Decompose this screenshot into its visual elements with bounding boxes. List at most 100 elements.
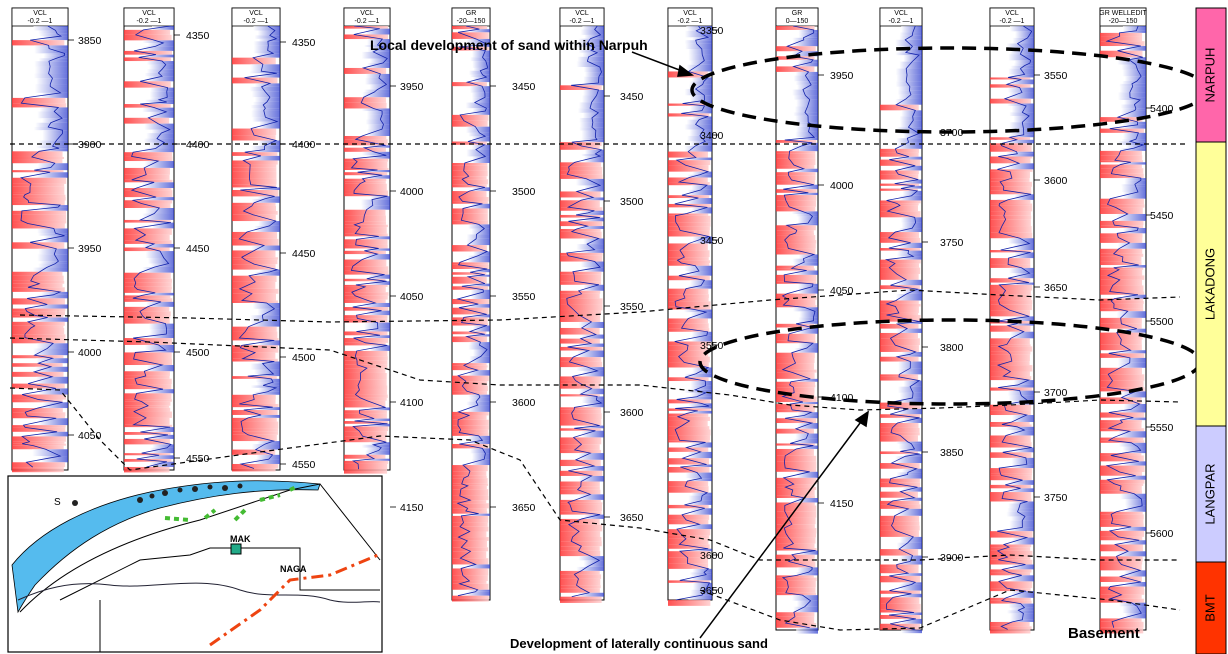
shale-interval bbox=[691, 331, 712, 336]
shale-interval bbox=[902, 190, 922, 196]
well-log-track: VCL-0.2 —1 4350 4400 4450 4500 4550 bbox=[231, 7, 316, 472]
shale-interval bbox=[582, 370, 604, 377]
inset-map: S MAK NAGA bbox=[7, 475, 383, 653]
shale-interval bbox=[250, 320, 280, 327]
shale-interval bbox=[686, 64, 712, 72]
sand-interval bbox=[880, 205, 919, 212]
shale-interval bbox=[578, 343, 604, 347]
shale-interval bbox=[471, 274, 490, 277]
sand-interval bbox=[1100, 465, 1145, 473]
shale-interval bbox=[43, 55, 68, 59]
shale-interval bbox=[797, 567, 818, 570]
sand-interval bbox=[1100, 303, 1144, 309]
shale-interval bbox=[581, 95, 604, 103]
sand-interval bbox=[776, 528, 817, 534]
shale-interval bbox=[365, 335, 390, 339]
shale-interval bbox=[898, 354, 922, 357]
river-region bbox=[11, 480, 321, 614]
shale-interval bbox=[793, 606, 818, 613]
sand-interval bbox=[560, 293, 600, 299]
sand-interval bbox=[344, 463, 388, 470]
sand-interval bbox=[452, 465, 488, 472]
shale-interval bbox=[795, 223, 818, 226]
shale-interval bbox=[148, 350, 174, 353]
shale-interval bbox=[1118, 162, 1146, 165]
sand-interval bbox=[668, 113, 710, 117]
shale-interval bbox=[584, 72, 604, 77]
shale-interval bbox=[796, 99, 818, 107]
shale-interval bbox=[38, 30, 68, 34]
shale-interval bbox=[578, 102, 604, 109]
depth-label: 4050 bbox=[400, 291, 424, 303]
sand-interval bbox=[344, 97, 387, 103]
sand-interval bbox=[344, 190, 388, 194]
sand-interval bbox=[990, 211, 1031, 216]
shale-interval bbox=[896, 573, 922, 576]
log-header-scale: -0.2 —1 bbox=[355, 18, 380, 25]
shale-interval bbox=[35, 122, 68, 127]
sand-interval bbox=[776, 240, 817, 244]
shale-interval bbox=[1012, 537, 1034, 545]
shale-interval bbox=[364, 77, 390, 85]
shale-interval bbox=[33, 348, 68, 356]
sand-interval bbox=[668, 519, 709, 525]
log-header-scale: -20—150 bbox=[1109, 18, 1138, 25]
shale-interval bbox=[149, 447, 174, 454]
sand-interval bbox=[776, 537, 816, 544]
shale-interval bbox=[581, 137, 604, 140]
formation-band bbox=[1195, 141, 1227, 427]
shale-interval bbox=[686, 524, 712, 530]
sand-interval bbox=[990, 371, 1030, 377]
depth-label: 3500 bbox=[512, 186, 536, 198]
sand-interval bbox=[1100, 519, 1144, 524]
shale-interval bbox=[687, 28, 712, 31]
sand-interval bbox=[124, 179, 173, 183]
shale-interval bbox=[582, 112, 604, 118]
shale-interval bbox=[258, 38, 280, 42]
shale-interval bbox=[361, 51, 390, 59]
shale-interval bbox=[1010, 331, 1034, 339]
depth-label: 4450 bbox=[292, 248, 316, 260]
sand-interval bbox=[560, 588, 600, 593]
langpar-base-line bbox=[699, 589, 1181, 631]
shale-interval bbox=[692, 568, 712, 573]
sand-interval bbox=[1100, 353, 1145, 358]
shale-interval bbox=[32, 449, 68, 457]
sand-interval bbox=[12, 287, 65, 292]
shale-interval bbox=[796, 627, 818, 634]
shale-interval bbox=[691, 207, 712, 214]
log-header-scale: -0.2 —1 bbox=[1000, 18, 1025, 25]
well-log-track: VCL-0.2 —1 3450 3500 3550 3600 3650 bbox=[559, 7, 644, 603]
shale-interval bbox=[468, 70, 490, 75]
sand-interval bbox=[124, 174, 170, 180]
log-curve bbox=[996, 25, 1033, 630]
depth-label: 4550 bbox=[186, 453, 210, 465]
depth-label: 4150 bbox=[830, 498, 854, 510]
shale-interval bbox=[149, 111, 174, 118]
shale-interval bbox=[370, 345, 390, 351]
well-log-track: VCL-0.2 —1 4350 4400 4450 4500 4550 bbox=[123, 7, 210, 473]
sand-interval bbox=[452, 276, 487, 284]
shale-interval bbox=[37, 254, 68, 262]
sand-interval bbox=[232, 57, 276, 65]
formation-column: NARPUH LAKADONG LANGPAR BMT bbox=[1195, 7, 1227, 654]
sand-interval bbox=[452, 262, 489, 265]
sand-interval bbox=[124, 393, 172, 400]
sand-interval bbox=[1100, 380, 1144, 388]
shale-interval bbox=[466, 564, 490, 569]
sand-interval bbox=[12, 328, 65, 335]
shale-interval bbox=[579, 197, 604, 201]
shale-interval bbox=[1009, 619, 1034, 622]
sand-interval bbox=[668, 416, 711, 421]
sand-interval bbox=[880, 152, 919, 157]
shale-interval bbox=[579, 127, 604, 131]
shale-interval bbox=[896, 74, 922, 82]
sand-interval bbox=[776, 580, 816, 588]
sand-interval bbox=[452, 162, 488, 166]
sand-interval bbox=[452, 419, 489, 426]
sand-interval bbox=[668, 481, 709, 487]
depth-label: 4000 bbox=[400, 186, 424, 198]
sand-interval bbox=[668, 362, 709, 368]
sand-interval bbox=[344, 372, 387, 380]
